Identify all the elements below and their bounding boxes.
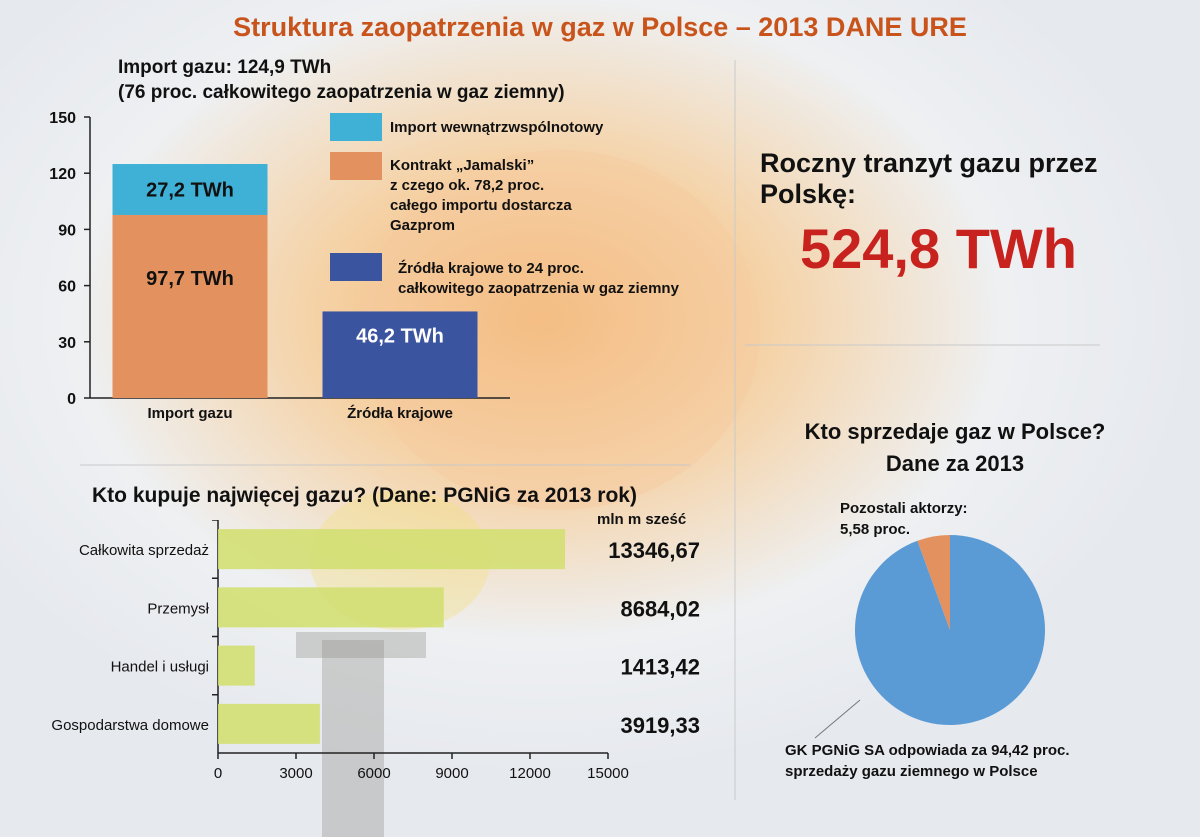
hbar-bar xyxy=(218,529,566,570)
legend-swatch-domestic xyxy=(330,253,382,281)
hbar-labels: Całkowita sprzedaż 13346,67 Przemysł 8684,0… xyxy=(51,538,700,738)
sellers-pie-chart xyxy=(814,535,1045,739)
bar-jamal xyxy=(112,214,268,398)
vbar-y-tick-label: 90 xyxy=(58,222,76,239)
buyers-hbar-chart: 0 3000 6000 9000 12000 15000 Całkowita sprzed… xyxy=(51,520,700,782)
pie-slice-others xyxy=(917,535,950,630)
legend-label-intra: Import wewnątrzwspólnotowy xyxy=(390,119,604,136)
legend-swatch-jamal xyxy=(330,152,382,180)
hbar-bars xyxy=(218,529,566,744)
supply-bar-chart: 0 30 60 90 120 150 97,7 TWh 27,2 TWh Import gaz… xyxy=(49,110,510,422)
transit-label: Roczny tranzyt gazu przez Polskę: xyxy=(760,148,1098,209)
bar-value-label: 27,2 TWh xyxy=(146,179,234,201)
hbar-x-tick-label: 6000 xyxy=(357,765,390,782)
import-header-line2: (76 proc. całkowitego zaopatrzenia w gaz… xyxy=(118,82,565,103)
legend-swatch-intra xyxy=(330,113,382,141)
hbar-category-label: Całkowita sprzedaż xyxy=(79,542,209,559)
hbar-x-tick-label: 12000 xyxy=(509,765,551,782)
hbar-bar xyxy=(218,645,255,686)
pie-leader-line xyxy=(814,699,861,739)
pie-section-title: Kto sprzedaje gaz w Polsce? Dane za 2013 xyxy=(804,419,1106,476)
vbar-category-label: Import gazu xyxy=(148,405,233,422)
hbar-unit-label: mln m sześć xyxy=(597,511,687,528)
vbar-y-tick-label: 30 xyxy=(58,335,76,352)
vbar-category-label: Źródła krajowe xyxy=(347,405,453,422)
pie-slices xyxy=(855,535,1045,725)
legend-label-domestic: Źródła krajowe to 24 proc. całkowitego z… xyxy=(398,260,679,297)
hbar-bar xyxy=(218,587,444,628)
pie-others-note: Pozostali aktorzy: 5,58 proc. xyxy=(840,500,968,538)
page-title: Struktura zaopatrzenia w gaz w Polsce – … xyxy=(233,12,967,42)
vbar-y-tick-label: 60 xyxy=(58,279,76,296)
hbar-x-tick-label: 9000 xyxy=(435,765,468,782)
hbar-value-label: 1413,42 xyxy=(620,655,700,680)
legend-label-jamal: Kontrakt „Jamalski” z czego ok. 78,2 pro… xyxy=(390,157,572,234)
hbar-category-label: Handel i usługi xyxy=(111,659,209,676)
transit-value: 524,8 TWh xyxy=(800,217,1077,280)
hbar-category-label: Przemysł xyxy=(147,600,209,617)
pie-pgnig-note: GK PGNiG SA odpowiada za 94,42 proc. spr… xyxy=(785,742,1070,780)
hbar-bar xyxy=(218,703,320,744)
bar-value-label: 46,2 TWh xyxy=(356,325,444,347)
hbar-value-label: 13346,67 xyxy=(608,538,700,563)
hbar-x-tick-label: 15000 xyxy=(587,765,629,782)
vbar-labels: 97,7 TWh 27,2 TWh Import gazu 46,2 TWh Źródł… xyxy=(146,179,453,422)
hbar-value-label: 3919,33 xyxy=(620,713,700,738)
hbar-category-label: Gospodarstwa domowe xyxy=(51,717,209,734)
hbar-axes: 0 3000 6000 9000 12000 15000 xyxy=(212,520,629,782)
hbar-section-title: Kto kupuje najwięcej gazu? (Dane: PGNiG … xyxy=(92,484,637,507)
import-header-line1: Import gazu: 124,9 TWh xyxy=(118,57,332,78)
vbar-y-tick-label: 150 xyxy=(49,110,76,127)
vbar-bars xyxy=(112,164,478,398)
vbar-y-tick-label: 0 xyxy=(67,391,76,408)
bar-domestic xyxy=(322,311,478,398)
vbar-y-tick-label: 120 xyxy=(49,166,76,183)
bar-intra xyxy=(112,164,268,215)
hbar-x-tick-label: 0 xyxy=(214,765,222,782)
hbar-value-label: 8684,02 xyxy=(620,596,700,621)
bar-value-label: 97,7 TWh xyxy=(146,268,234,290)
hbar-x-tick-label: 3000 xyxy=(279,765,312,782)
